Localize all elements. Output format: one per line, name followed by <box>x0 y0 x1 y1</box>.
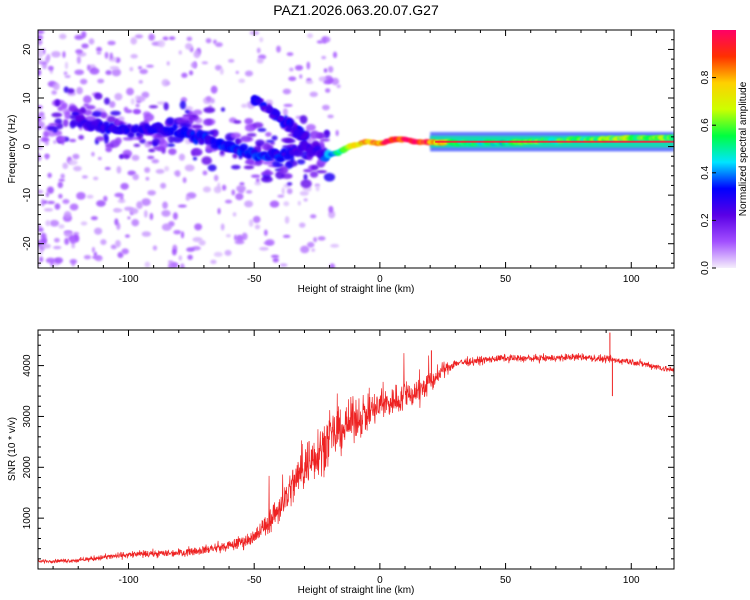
snr-y-tick-label: 3000 <box>22 405 33 428</box>
spectrogram-x-tick-label: -100 <box>118 274 138 285</box>
snr-y-tick-label: 1000 <box>22 507 33 530</box>
snr-y-tick-label: 2000 <box>22 456 33 479</box>
spectrogram-x-tick-label: 100 <box>623 274 640 285</box>
snr-frame <box>37 329 675 570</box>
snr-y-ticks: 1000 2000 3000 4000 <box>22 334 674 560</box>
figure-title: PAZ1.2026.063.20.07.G27 <box>273 2 439 18</box>
spectrogram-x-tick-label: -50 <box>247 274 262 285</box>
colorbar-scale <box>712 30 736 268</box>
snr-x-tick-label: 50 <box>500 575 512 586</box>
colorbar-tick-label: 0.6 <box>700 118 711 132</box>
spectrogram-frame <box>37 29 675 269</box>
colorbar: 0.0 0.2 0.4 0.6 0.8 Normalized spectral ampl… <box>700 30 749 275</box>
colorbar-tick-label: 0.8 <box>700 70 711 84</box>
colorbar-tick-label: 0.0 <box>700 261 711 275</box>
spectrogram-x-label: Height of straight line (km) <box>298 284 415 295</box>
spectrogram-y-tick-label: 10 <box>22 92 33 104</box>
snr-panel: -100 -50 0 50 100 1000 2000 3000 4000 Height of… <box>7 329 675 596</box>
snr-y-tick-label: 4000 <box>22 354 33 377</box>
snr-x-tick-label: -100 <box>118 575 138 586</box>
snr-x-ticks: -100 -50 0 50 100 <box>52 330 657 586</box>
snr-x-tick-label: 0 <box>377 575 383 586</box>
colorbar-tick-label: 0.2 <box>700 213 711 227</box>
colorbar-tick-label: 0.4 <box>700 165 711 179</box>
snr-x-tick-label: 100 <box>623 575 640 586</box>
spectrogram-x-tick-label: 50 <box>500 274 512 285</box>
colorbar-ticks: 0.0 0.2 0.4 0.6 0.8 <box>700 70 716 275</box>
spectrogram-x-ticks: -100 -50 0 50 100 <box>52 30 657 285</box>
spectrogram-y-tick-label: -10 <box>22 187 33 202</box>
colorbar-label: Normalized spectral amplitude <box>738 81 749 216</box>
snr-y-label: SNR (10 * v/v) <box>7 417 18 481</box>
spectrogram-y-tick-label: 0 <box>22 143 33 149</box>
spectrogram-x-tick-label: 0 <box>377 274 383 285</box>
snr-series-line <box>38 353 674 565</box>
spectrogram-y-label: Frequency (Hz) <box>7 115 18 184</box>
spectrogram-y-tick-label: -20 <box>22 236 33 251</box>
snr-x-label: Height of straight line (km) <box>298 585 415 596</box>
spectrogram-image <box>38 30 674 268</box>
snr-x-tick-label: -50 <box>247 575 262 586</box>
snr-plot-area <box>38 332 674 565</box>
spectrogram-y-tick-label: 20 <box>22 43 33 55</box>
